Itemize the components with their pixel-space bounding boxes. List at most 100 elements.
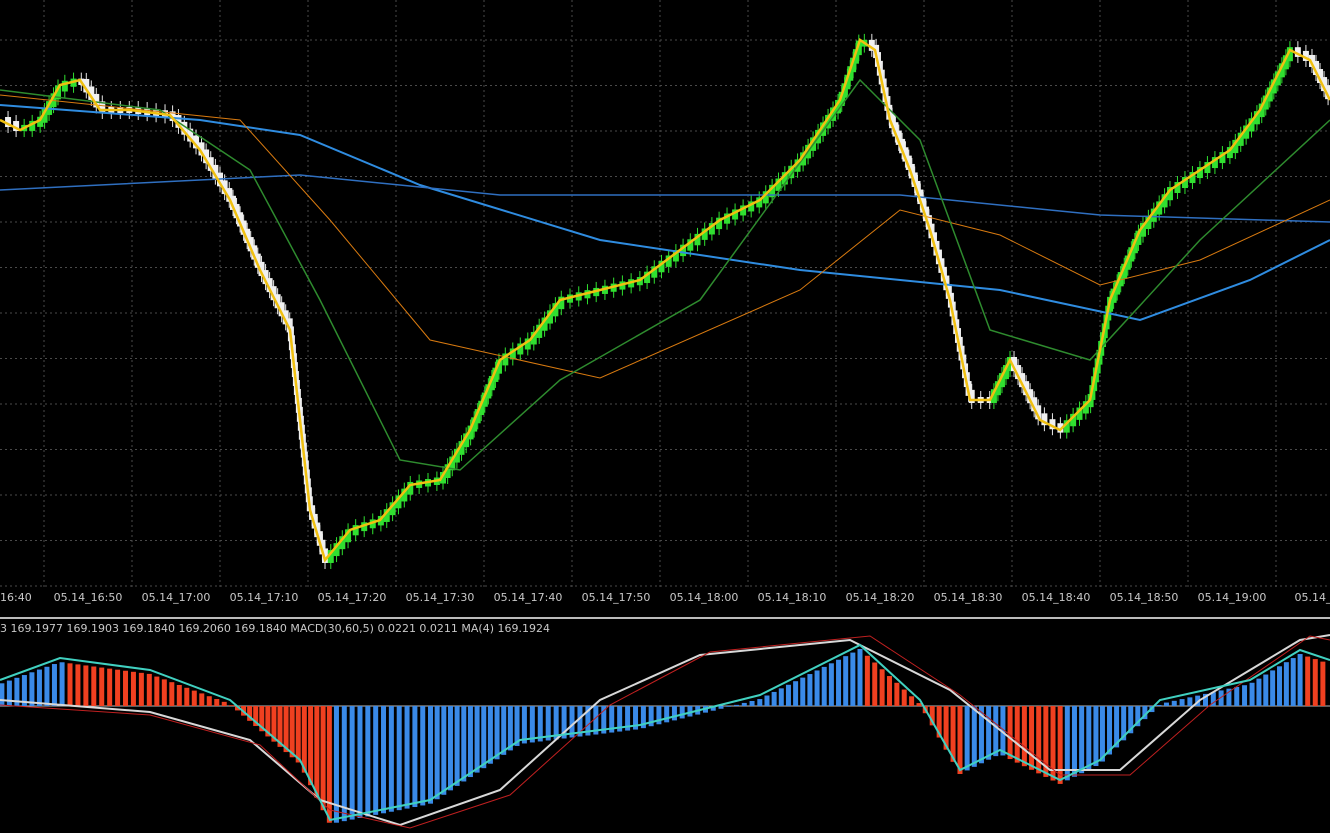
histogram-bar	[487, 706, 493, 764]
histogram-bar	[1121, 706, 1127, 741]
histogram-bar	[585, 706, 591, 736]
histogram-bar	[67, 663, 73, 706]
time-label: 05.14_17:10	[230, 591, 299, 604]
histogram-bar	[821, 666, 827, 706]
histogram-bar	[427, 706, 433, 804]
histogram-bar	[648, 706, 654, 727]
candle	[322, 548, 329, 563]
candle	[841, 83, 848, 98]
candle	[1011, 357, 1018, 372]
candle	[333, 543, 340, 557]
histogram-bar	[447, 706, 453, 791]
histogram-bar	[1256, 678, 1262, 706]
candle	[254, 253, 261, 268]
time-label: 05.14_18:40	[1022, 591, 1091, 604]
histogram-bar	[1000, 706, 1006, 756]
candle	[911, 172, 918, 187]
moving-average	[0, 174, 1330, 223]
candle	[994, 381, 1001, 396]
candle	[395, 495, 402, 509]
candle	[1270, 79, 1277, 94]
time-label: 05.14_18:10	[758, 591, 827, 604]
indicator-header: 3 169.1977 169.1903 169.1840 169.2060 16…	[0, 622, 550, 635]
histogram-bar	[412, 706, 418, 808]
histogram-bar	[341, 706, 347, 822]
candle	[240, 220, 247, 235]
candle	[41, 108, 48, 123]
candle	[327, 550, 334, 563]
histogram-bar	[1128, 706, 1134, 734]
candle	[444, 464, 451, 478]
candle	[788, 165, 795, 179]
candle	[724, 213, 731, 224]
histogram-bar	[59, 662, 65, 706]
candle	[509, 348, 516, 360]
candle	[481, 392, 488, 407]
candle	[1189, 172, 1196, 184]
histogram-bar	[83, 665, 89, 706]
candle	[226, 188, 233, 202]
histogram-bar	[718, 706, 724, 709]
histogram-bar	[1007, 706, 1013, 760]
candle	[339, 536, 346, 550]
candle	[1317, 69, 1324, 84]
histogram-bar	[388, 706, 394, 812]
histogram-bar	[1086, 706, 1092, 770]
histogram-bar	[807, 674, 813, 706]
candle	[1019, 373, 1026, 388]
candle	[1145, 215, 1152, 230]
candle	[1226, 147, 1233, 159]
histogram-bar	[664, 706, 670, 723]
candle	[1110, 288, 1117, 303]
candle	[536, 324, 543, 338]
candle	[251, 245, 258, 260]
candle	[1121, 263, 1128, 279]
histogram-bar	[1021, 706, 1027, 767]
histogram-bar	[494, 706, 500, 760]
histogram-bar	[507, 706, 513, 751]
histogram-bar	[176, 684, 182, 706]
candle	[672, 250, 679, 262]
candle	[1082, 401, 1089, 414]
candle	[847, 66, 854, 81]
candle	[407, 481, 414, 495]
candle	[286, 318, 293, 333]
histogram-bar	[474, 706, 480, 773]
candle	[905, 155, 912, 170]
time-label: 05.14_17:50	[582, 591, 651, 604]
histogram-bar	[1156, 704, 1162, 706]
candle	[680, 244, 687, 257]
time-label: 05.14_19	[1295, 591, 1330, 604]
histogram-bar	[221, 701, 227, 706]
histogram-bar	[1071, 706, 1077, 777]
histogram-bar	[986, 706, 992, 760]
histogram-bar	[1179, 699, 1185, 706]
histogram-bar	[1320, 661, 1326, 706]
candle	[716, 217, 723, 230]
candle	[54, 85, 61, 100]
histogram-bar	[679, 706, 685, 719]
candle	[1063, 420, 1070, 433]
candle	[1278, 63, 1285, 78]
candle	[389, 502, 396, 516]
candle	[13, 121, 20, 132]
time-label: 05.14_17:00	[142, 591, 211, 604]
candle	[1266, 87, 1273, 102]
histogram-bar	[461, 706, 467, 782]
candle	[352, 525, 359, 536]
candle	[5, 117, 12, 128]
candle	[899, 138, 906, 154]
histogram-bar	[14, 677, 20, 706]
histogram-bar	[228, 705, 234, 706]
candle	[207, 157, 214, 171]
histogram-bar	[857, 649, 863, 706]
histogram-bar	[836, 659, 842, 706]
candle	[29, 120, 36, 131]
histogram-bar	[1234, 686, 1240, 706]
histogram-bar	[929, 706, 935, 726]
candle	[1150, 208, 1157, 222]
histogram-bar	[625, 706, 631, 731]
candle	[781, 172, 788, 185]
